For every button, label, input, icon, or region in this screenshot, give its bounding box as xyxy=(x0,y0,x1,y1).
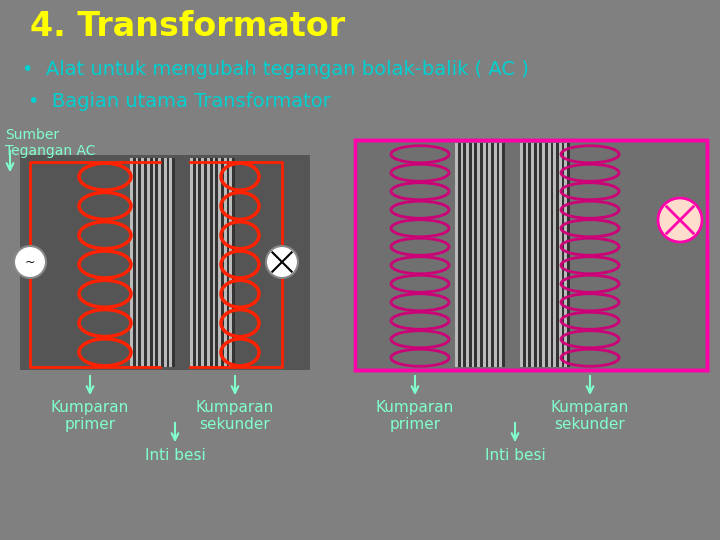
Bar xyxy=(455,143,458,367)
Circle shape xyxy=(14,246,46,278)
Bar xyxy=(150,158,153,367)
Bar xyxy=(196,158,199,367)
Bar xyxy=(190,158,193,367)
Bar xyxy=(215,158,218,367)
Bar xyxy=(464,143,466,367)
Bar xyxy=(488,143,491,367)
Text: Inti besi: Inti besi xyxy=(145,448,205,463)
Bar xyxy=(548,143,551,367)
Text: •  Bagian utama Transformator: • Bagian utama Transformator xyxy=(28,92,331,111)
Bar xyxy=(135,158,138,367)
Bar xyxy=(564,143,567,367)
Bar xyxy=(559,143,562,367)
Text: ~: ~ xyxy=(24,255,35,268)
Bar xyxy=(483,143,485,367)
Text: Kumparan
sekunder: Kumparan sekunder xyxy=(196,400,274,433)
Bar xyxy=(20,155,310,370)
Bar xyxy=(491,143,494,367)
Bar xyxy=(204,158,207,367)
Bar xyxy=(545,143,548,367)
Text: 4. Transformator: 4. Transformator xyxy=(30,10,345,43)
Bar xyxy=(130,158,175,367)
Bar xyxy=(230,158,232,367)
Bar xyxy=(218,158,221,367)
Bar xyxy=(567,143,570,367)
Bar xyxy=(207,158,210,367)
Text: Kumparan
primer: Kumparan primer xyxy=(51,400,129,433)
Bar xyxy=(458,143,461,367)
Bar xyxy=(227,158,230,367)
Bar xyxy=(232,158,235,367)
Bar xyxy=(466,143,469,367)
Bar xyxy=(472,143,474,367)
Bar xyxy=(210,158,212,367)
Text: Kumparan
primer: Kumparan primer xyxy=(376,400,454,433)
Bar xyxy=(554,143,556,367)
Bar xyxy=(531,143,534,367)
Bar xyxy=(562,143,564,367)
Bar xyxy=(163,158,166,367)
Circle shape xyxy=(658,198,702,242)
Bar xyxy=(147,158,150,367)
Bar xyxy=(528,143,531,367)
Text: Sumber
Tegangan AC: Sumber Tegangan AC xyxy=(5,128,96,158)
Text: Inti besi: Inti besi xyxy=(485,448,545,463)
Bar xyxy=(520,143,523,367)
Bar xyxy=(138,158,141,367)
Bar xyxy=(212,158,215,367)
Bar xyxy=(474,143,477,367)
Bar xyxy=(221,158,224,367)
Bar xyxy=(202,158,204,367)
Bar xyxy=(156,158,158,367)
Bar xyxy=(166,158,169,367)
Circle shape xyxy=(266,246,298,278)
Bar xyxy=(520,143,570,367)
Bar xyxy=(539,143,542,367)
Bar xyxy=(500,143,503,367)
Text: Kumparan
sekunder: Kumparan sekunder xyxy=(551,400,629,433)
Bar xyxy=(494,143,497,367)
Bar xyxy=(199,158,202,367)
Bar xyxy=(141,158,144,367)
Bar xyxy=(355,140,707,370)
Bar xyxy=(503,143,505,367)
Text: •  Alat untuk mengubah tegangan bolak-balik ( AC ): • Alat untuk mengubah tegangan bolak-bal… xyxy=(22,60,529,79)
Bar xyxy=(523,143,526,367)
Bar xyxy=(132,158,135,367)
Bar xyxy=(172,158,175,367)
Bar xyxy=(497,143,500,367)
Bar xyxy=(455,143,505,367)
Bar xyxy=(469,143,472,367)
Bar xyxy=(556,143,559,367)
Bar xyxy=(224,158,227,367)
Bar xyxy=(130,158,132,367)
Bar xyxy=(526,143,528,367)
Bar xyxy=(193,158,196,367)
Bar xyxy=(542,143,545,367)
Bar xyxy=(158,158,161,367)
Bar xyxy=(169,158,172,367)
Bar xyxy=(485,143,488,367)
Bar xyxy=(480,143,483,367)
Bar xyxy=(161,158,163,367)
Bar xyxy=(144,158,147,367)
Bar xyxy=(461,143,464,367)
Bar xyxy=(536,143,539,367)
Bar xyxy=(190,158,235,367)
Bar xyxy=(477,143,480,367)
Bar xyxy=(551,143,554,367)
Bar xyxy=(534,143,536,367)
Bar xyxy=(153,158,156,367)
